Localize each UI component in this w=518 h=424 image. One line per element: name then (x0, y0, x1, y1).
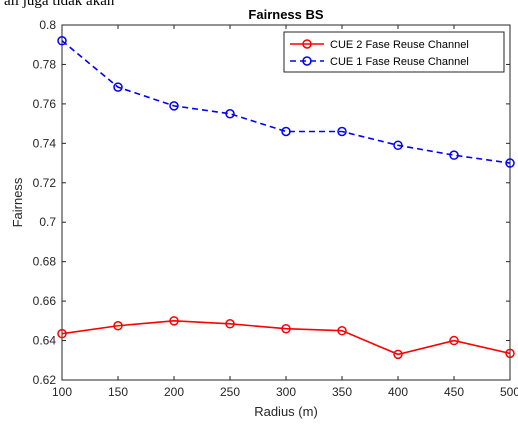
legend-marker-2 (302, 56, 312, 66)
legend-entry: CUE 1 Fase Reuse Channel (330, 56, 469, 68)
x-axis-label: Radius (m) (254, 404, 318, 419)
y-tick-label: 0.8 (39, 18, 56, 32)
plot-area: 100 150 200 250 300 350 400 450 500 0.62 0.64 0.66 0… (33, 18, 518, 399)
y-tick-label: 0.66 (33, 294, 57, 308)
data-point (225, 109, 235, 119)
data-point (449, 335, 459, 346)
data-point (169, 316, 179, 326)
y-tick-label: 0.76 (33, 97, 57, 111)
legend-box (283, 31, 505, 73)
y-tick-label: 0.68 (33, 255, 57, 269)
y-tick-label: 0.78 (33, 57, 57, 71)
y-tick-label: 0.7 (39, 215, 56, 229)
data-point (337, 126, 347, 137)
x-tick-label: 350 (332, 385, 352, 399)
data-point (337, 325, 347, 336)
data-point (281, 126, 291, 137)
series-line-1 (61, 320, 511, 356)
data-point (449, 150, 459, 160)
data-point (281, 323, 291, 334)
data-point (393, 140, 403, 151)
data-point (169, 101, 179, 111)
data-point (57, 328, 67, 339)
x-tick-label: 400 (388, 385, 408, 399)
x-tick-label: 500 (500, 385, 518, 399)
y-axis-label: Fairness (10, 177, 25, 227)
data-point (113, 82, 123, 92)
y-tick-label: 0.62 (33, 373, 57, 387)
x-tick-label: 200 (164, 385, 184, 399)
x-tick-label: 100 (52, 385, 72, 399)
x-tick-label: 450 (444, 385, 464, 399)
x-tick-label: 300 (276, 385, 296, 399)
x-tick-label: 250 (220, 385, 240, 399)
data-point (393, 349, 403, 360)
data-point (505, 348, 515, 359)
chart-title: Fairness BS (248, 7, 323, 22)
data-point (225, 319, 235, 329)
data-point (505, 158, 515, 168)
y-tick-label: 0.72 (33, 176, 57, 190)
legend-entry: CUE 2 Fase Reuse Channel (330, 39, 469, 51)
legend: CUE 2 Fase Reuse Channel CUE 1 Fase Reuse… (283, 31, 505, 73)
y-tick-label: 0.64 (33, 334, 57, 348)
data-point (113, 321, 123, 331)
y-tick-label: 0.74 (33, 136, 57, 150)
plot-frame (61, 24, 511, 381)
legend-marker-1 (302, 39, 312, 49)
x-tick-label: 150 (108, 385, 128, 399)
series-line-2 (61, 40, 511, 164)
data-point (57, 36, 67, 46)
caption-fragment: ali juga tidak akan (4, 0, 115, 9)
